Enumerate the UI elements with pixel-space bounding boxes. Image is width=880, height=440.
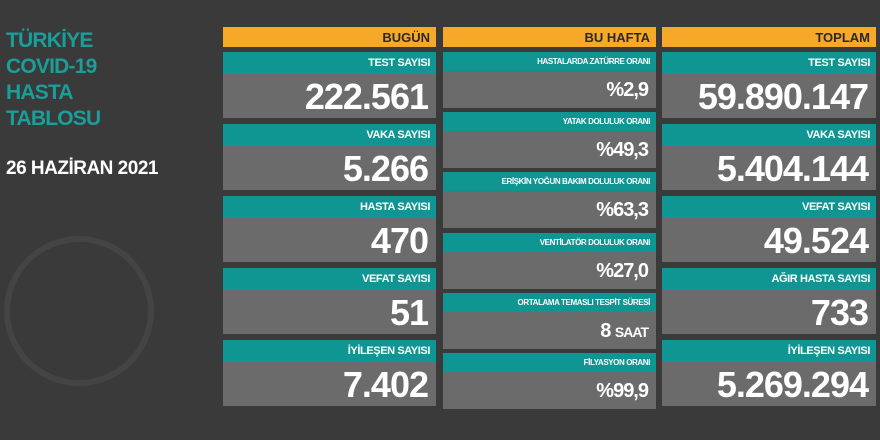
stat-label: ERİŞKİN YOĞUN BAKIM DOLULUK ORANI: [443, 172, 656, 192]
stat-value: %49,3: [443, 131, 656, 169]
stat-label: TEST SAYISI: [223, 52, 436, 74]
stat-block: İYİLEŞEN SAYISI 7.402: [223, 340, 436, 406]
stat-value: 733: [662, 290, 876, 334]
infographic-title: TÜRKİYE COVID-19 HASTA TABLOSU: [6, 28, 101, 132]
stat-value: %27,0: [443, 251, 656, 289]
stat-value: 5.269.294: [662, 362, 876, 406]
stat-label: VAKA SAYISI: [662, 124, 876, 146]
stat-number: 7.402: [342, 364, 429, 405]
column-header: BU HAFTA: [443, 27, 656, 47]
stat-block: HASTALARDA ZATÜRRE ORANI %2,9: [443, 52, 656, 108]
stat-label: FİLYASYON ORANI: [443, 353, 656, 372]
stat-label: ORTALAMA TEMASLI TESPİT SÜRESİ: [443, 292, 656, 312]
stat-label: TEST SAYISI: [662, 52, 876, 74]
stat-value: 8 SAAT: [443, 311, 656, 349]
stat-number: 470: [370, 220, 429, 261]
ministry-emblem-watermark: [4, 236, 154, 386]
stat-number: 49.524: [763, 220, 869, 261]
stat-label: YATAK DOLULUK ORANI: [443, 112, 656, 132]
stat-block: VEFAT SAYISI 49.524: [662, 196, 876, 262]
stat-number: 733: [810, 292, 869, 333]
stat-label: HASTALARDA ZATÜRRE ORANI: [443, 52, 656, 71]
title-line: TÜRKİYE: [6, 29, 93, 52]
stat-label: AĞIR HASTA SAYISI: [662, 268, 876, 290]
stat-number: %49,3: [596, 139, 649, 162]
title-line: COVID-19: [6, 55, 97, 78]
stat-value: %63,3: [443, 191, 656, 229]
title-line: TABLOSU: [6, 107, 101, 130]
week-column: BU HAFTA HASTALARDA ZATÜRRE ORANI %2,9 YAT…: [443, 27, 656, 409]
stat-block: YATAK DOLULUK ORANI %49,3: [443, 112, 656, 169]
stat-number: 51: [389, 292, 429, 333]
stat-value: 470: [223, 218, 436, 262]
report-date: 26 HAZİRAN 2021: [6, 158, 158, 179]
stat-label: VEFAT SAYISI: [662, 196, 876, 218]
stat-label: VAKA SAYISI: [223, 124, 436, 146]
stat-label: VEFAT SAYISI: [223, 268, 436, 290]
stat-value: %99,9: [443, 372, 656, 409]
stat-value: %2,9: [443, 71, 656, 108]
stat-block: VAKA SAYISI 5.266: [223, 124, 436, 190]
column-header: TOPLAM: [662, 27, 876, 47]
stat-unit: SAAT: [614, 323, 649, 340]
stat-number: 8: [600, 319, 611, 342]
stat-block: TEST SAYISI 59.890.147: [662, 52, 876, 118]
stat-number: 5.269.294: [716, 364, 869, 405]
stat-label: İYİLEŞEN SAYISI: [662, 340, 876, 362]
stat-block: VENTİLATÖR DOLULUK ORANI %27,0: [443, 232, 656, 289]
stat-value: 222.561: [223, 74, 436, 118]
stat-number: %63,3: [596, 199, 649, 222]
stat-block: VEFAT SAYISI 51: [223, 268, 436, 334]
stat-label: İYİLEŞEN SAYISI: [223, 340, 436, 362]
stat-block: ORTALAMA TEMASLI TESPİT SÜRESİ 8 SAAT: [443, 292, 656, 349]
stat-value: 49.524: [662, 218, 876, 262]
stat-block: HASTA SAYISI 470: [223, 196, 436, 262]
stat-label: HASTA SAYISI: [223, 196, 436, 218]
stat-value: 5.404.144: [662, 146, 876, 190]
stat-number: %99,9: [596, 380, 649, 402]
stat-value: 59.890.147: [662, 74, 876, 118]
stat-value: 51: [223, 290, 436, 334]
stat-number: 5.266: [342, 148, 429, 189]
stat-block: İYİLEŞEN SAYISI 5.269.294: [662, 340, 876, 406]
stat-number: %2,9: [606, 79, 649, 101]
today-column: BUGÜN TEST SAYISI 222.561 VAKA SAYISI 5.266…: [223, 27, 436, 406]
stat-block: FİLYASYON ORANI %99,9: [443, 353, 656, 409]
stat-number: 222.561: [304, 76, 429, 117]
stat-value: 7.402: [223, 362, 436, 406]
stat-block: VAKA SAYISI 5.404.144: [662, 124, 876, 190]
stat-number: %27,0: [596, 259, 649, 282]
total-column: TOPLAM TEST SAYISI 59.890.147 VAKA SAYISI 5…: [662, 27, 876, 406]
column-header: BUGÜN: [223, 27, 436, 47]
stat-block: ERİŞKİN YOĞUN BAKIM DOLULUK ORANI %63,3: [443, 172, 656, 229]
stat-block: AĞIR HASTA SAYISI 733: [662, 268, 876, 334]
stat-label: VENTİLATÖR DOLULUK ORANI: [443, 232, 656, 252]
stat-number: 59.890.147: [697, 76, 869, 117]
stat-block: TEST SAYISI 222.561: [223, 52, 436, 118]
stat-value: 5.266: [223, 146, 436, 190]
title-line: HASTA: [6, 81, 74, 104]
stat-number: 5.404.144: [716, 148, 869, 189]
